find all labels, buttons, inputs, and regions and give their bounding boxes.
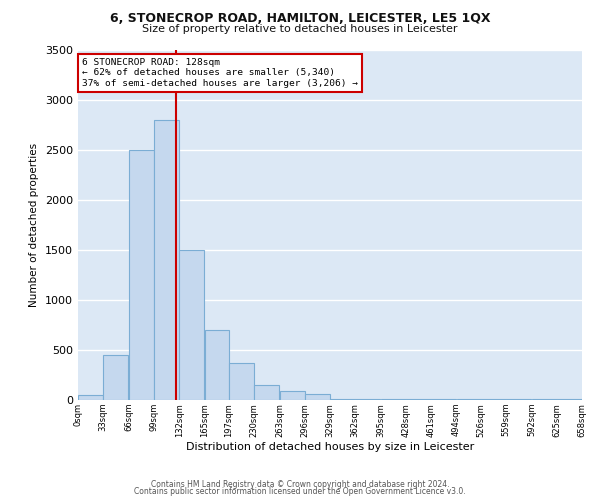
Bar xyxy=(431,398,456,400)
Bar xyxy=(103,355,128,400)
Y-axis label: Number of detached properties: Number of detached properties xyxy=(29,143,40,307)
Bar xyxy=(205,330,229,400)
Bar xyxy=(179,250,204,400)
Bar xyxy=(532,398,557,400)
Bar xyxy=(506,398,532,400)
Text: Contains HM Land Registry data © Crown copyright and database right 2024.: Contains HM Land Registry data © Crown c… xyxy=(151,480,449,489)
Bar xyxy=(128,150,154,400)
Bar xyxy=(305,394,330,400)
Text: Size of property relative to detached houses in Leicester: Size of property relative to detached ho… xyxy=(142,24,458,34)
Bar xyxy=(406,398,431,400)
Bar xyxy=(457,398,481,400)
Bar xyxy=(254,385,280,400)
Bar xyxy=(557,398,582,400)
Bar xyxy=(355,398,380,400)
Bar xyxy=(380,398,406,400)
Bar xyxy=(330,398,355,400)
Bar xyxy=(78,395,103,400)
Bar xyxy=(280,391,305,400)
Bar xyxy=(229,363,254,400)
Bar xyxy=(481,398,506,400)
Text: Contains public sector information licensed under the Open Government Licence v3: Contains public sector information licen… xyxy=(134,487,466,496)
Text: 6 STONECROP ROAD: 128sqm
← 62% of detached houses are smaller (5,340)
37% of sem: 6 STONECROP ROAD: 128sqm ← 62% of detach… xyxy=(82,58,358,88)
Text: 6, STONECROP ROAD, HAMILTON, LEICESTER, LE5 1QX: 6, STONECROP ROAD, HAMILTON, LEICESTER, … xyxy=(110,12,490,26)
Bar xyxy=(154,120,179,400)
X-axis label: Distribution of detached houses by size in Leicester: Distribution of detached houses by size … xyxy=(186,442,474,452)
